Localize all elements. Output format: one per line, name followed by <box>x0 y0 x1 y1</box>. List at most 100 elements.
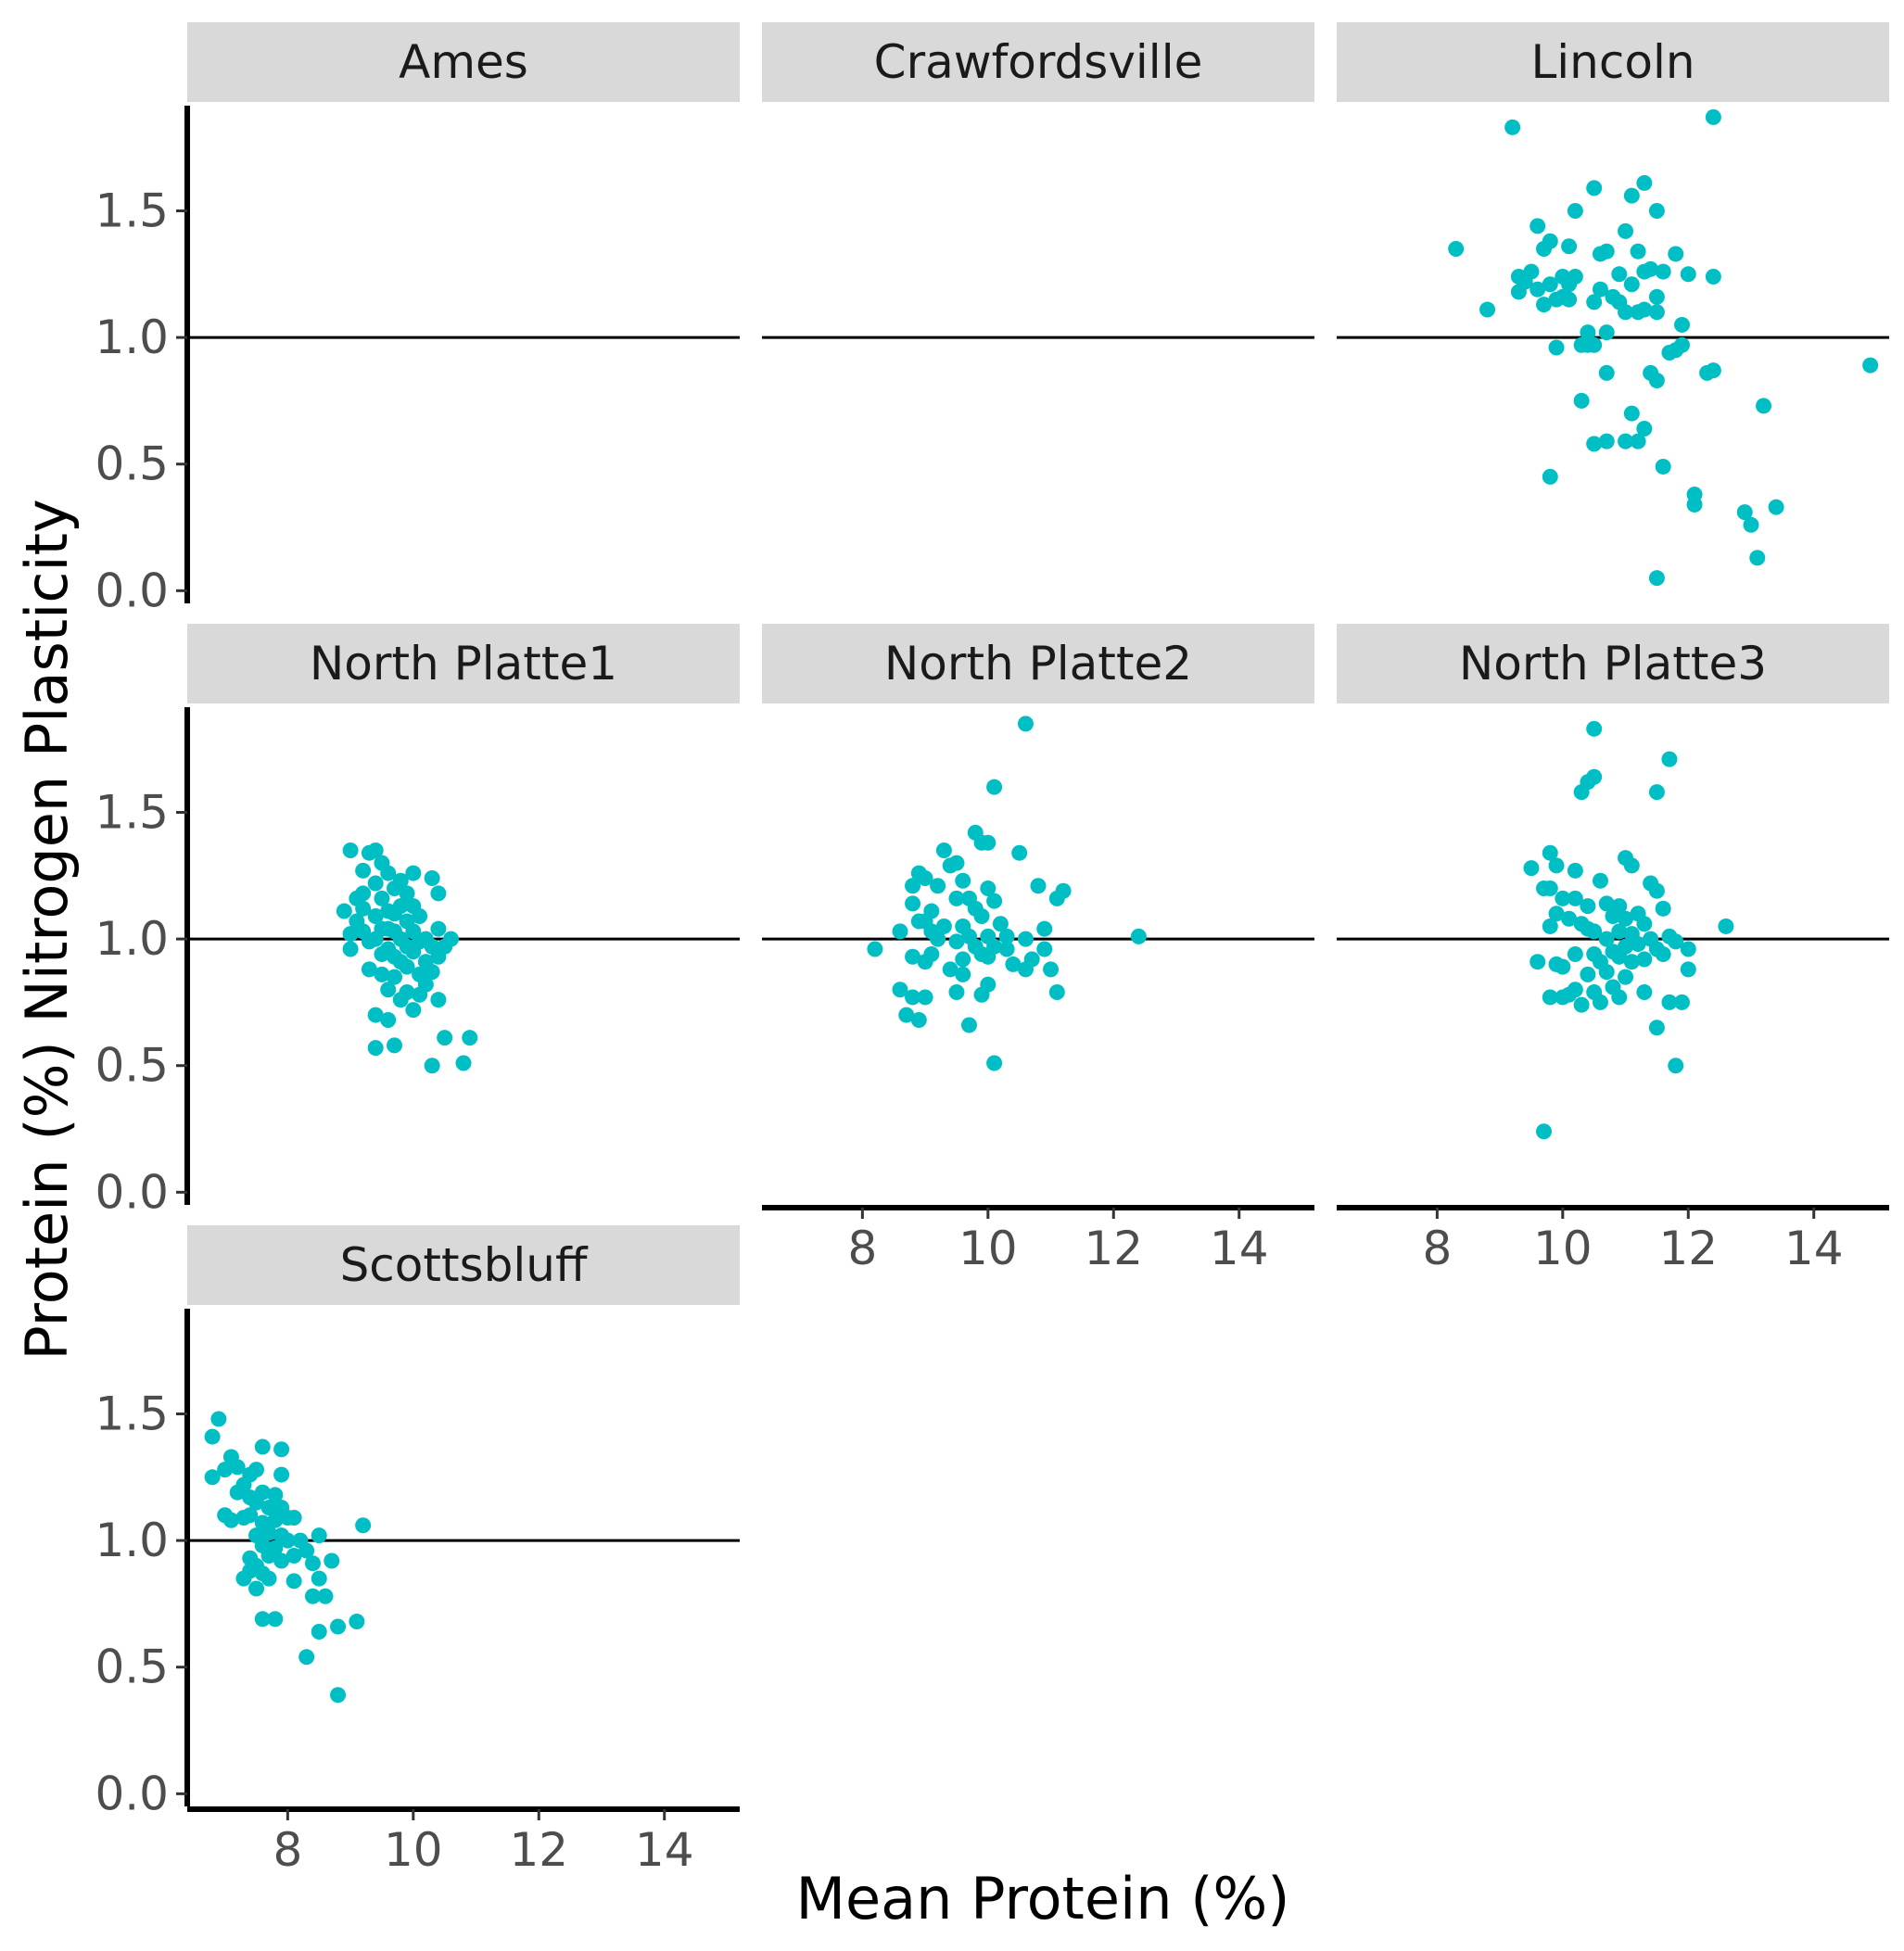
y-tick-label: 0.5 <box>95 437 169 491</box>
data-point <box>248 1580 264 1597</box>
data-point <box>374 890 390 906</box>
data-point <box>387 969 402 985</box>
data-point <box>1618 938 1634 955</box>
data-point <box>336 903 352 919</box>
data-point <box>342 926 359 943</box>
data-point <box>1623 857 1640 874</box>
data-point <box>273 1441 290 1458</box>
data-point <box>917 989 933 1006</box>
data-point <box>242 1507 259 1524</box>
data-point <box>387 1037 402 1054</box>
panel-north-platte3: North Platte3 8 10 12 14 <box>1337 624 1889 1275</box>
data-point <box>1686 496 1703 513</box>
data-point <box>942 961 958 978</box>
data-point <box>961 1017 977 1033</box>
data-point <box>304 1588 321 1604</box>
data-point <box>1530 954 1546 970</box>
data-point <box>1598 243 1615 260</box>
data-point <box>1548 906 1565 922</box>
data-point <box>1611 898 1628 915</box>
x-tick-label: 12 <box>1084 1222 1143 1275</box>
data-point <box>1862 357 1879 374</box>
data-point <box>1630 936 1646 953</box>
data-point <box>955 951 971 968</box>
data-point <box>1674 994 1690 1010</box>
data-point <box>1580 966 1596 982</box>
data-point <box>1768 499 1784 515</box>
data-point <box>1623 276 1640 293</box>
data-point <box>273 1466 290 1483</box>
facet-strip <box>187 22 740 102</box>
y-tick-label: 1.5 <box>95 1387 169 1440</box>
y-tick-label: 1.5 <box>95 184 169 237</box>
data-point <box>905 895 921 912</box>
data-point <box>1586 180 1603 196</box>
data-point <box>217 1462 234 1478</box>
x-tick-label: 10 <box>1533 1222 1593 1275</box>
data-point <box>204 1469 221 1486</box>
data-point <box>1636 301 1653 318</box>
data-point <box>1623 954 1640 970</box>
y-tick-label: 0.5 <box>95 1039 169 1093</box>
data-point <box>361 961 377 978</box>
data-point <box>1648 882 1665 899</box>
data-point <box>392 898 409 915</box>
data-point <box>248 1462 264 1478</box>
y-tick-label: 0.5 <box>95 1641 169 1694</box>
data-point <box>923 903 940 919</box>
data-point <box>935 918 952 934</box>
data-point <box>1643 260 1659 277</box>
data-point <box>392 872 409 889</box>
data-point <box>892 982 908 998</box>
data-point <box>923 946 940 962</box>
data-point <box>1573 996 1590 1013</box>
data-point <box>311 1527 327 1544</box>
x-tick-label: 12 <box>1658 1222 1718 1275</box>
data-point <box>948 890 965 906</box>
data-point <box>1636 916 1653 932</box>
data-point <box>1561 291 1578 308</box>
panel-north-platte1: North Platte1 0.0 0.5 1.0 1.5 <box>95 624 740 1219</box>
data-point <box>267 1512 284 1528</box>
data-point <box>1611 266 1628 283</box>
data-point <box>380 1012 397 1029</box>
data-point <box>412 908 428 925</box>
data-point <box>1668 933 1684 950</box>
data-point <box>367 908 384 925</box>
data-point <box>955 872 971 889</box>
data-point <box>1130 928 1147 944</box>
data-point <box>254 1611 271 1628</box>
data-point <box>424 964 440 981</box>
data-point <box>1668 1058 1684 1074</box>
data-point <box>1523 860 1540 877</box>
data-point <box>1623 405 1640 422</box>
y-tick-label: 1.0 <box>95 912 169 966</box>
data-point <box>948 855 965 871</box>
data-point <box>311 1623 327 1640</box>
data-point <box>355 862 372 879</box>
data-point <box>399 958 415 975</box>
x-tick-label: 8 <box>847 1222 877 1275</box>
data-point <box>1636 951 1653 968</box>
data-point <box>1736 504 1753 521</box>
x-tick-label: 10 <box>384 1823 443 1877</box>
data-point <box>1705 362 1721 379</box>
y-tick-label: 1.0 <box>95 1514 169 1567</box>
data-point <box>1668 246 1684 262</box>
data-point <box>948 983 965 1000</box>
y-tick-label: 1.5 <box>95 785 169 839</box>
data-point <box>1592 994 1608 1010</box>
panel-crawfordsville: Crawfordsville <box>762 22 1314 339</box>
facet-strip <box>762 22 1314 102</box>
data-point <box>367 1040 384 1057</box>
data-point <box>367 875 384 892</box>
data-point <box>1648 784 1665 801</box>
data-point <box>1567 890 1583 906</box>
data-point <box>1718 918 1734 934</box>
data-point <box>948 933 965 950</box>
data-point <box>286 1548 302 1564</box>
data-point <box>1648 570 1665 587</box>
data-point <box>1530 218 1546 234</box>
data-point <box>286 1510 302 1527</box>
data-point <box>349 1614 365 1630</box>
